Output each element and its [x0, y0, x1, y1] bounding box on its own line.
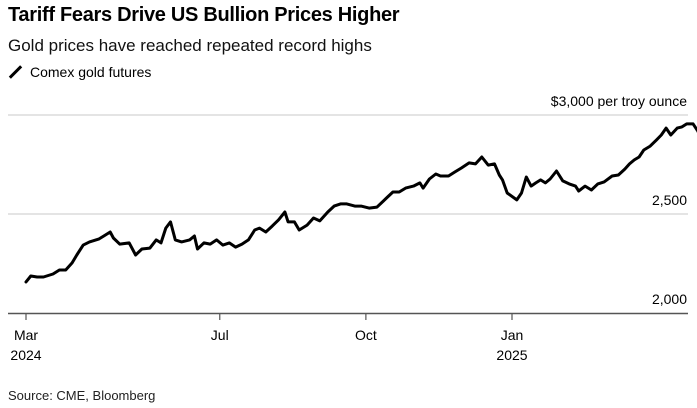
legend-label: Comex gold futures — [30, 64, 152, 80]
x-tick-label: Jul — [211, 327, 229, 343]
source-note: Source: CME, Bloomberg — [8, 388, 156, 403]
y-tick-label: $3,000 per troy ounce — [551, 93, 687, 109]
x-tick-label: Jan — [501, 327, 524, 343]
x-tick-year-label: 2024 — [10, 347, 41, 363]
x-tick-year-label: 2025 — [496, 347, 527, 363]
chart-title: Tariff Fears Drive US Bullion Prices Hig… — [8, 4, 400, 26]
chart-subtitle: Gold prices have reached repeated record… — [8, 36, 372, 55]
legend: Comex gold futures — [8, 64, 151, 80]
y-tick-label: 2,000 — [652, 291, 687, 307]
x-tick-label: Mar — [14, 327, 38, 343]
series-line-comex-gold-futures — [24, 122, 697, 284]
x-tick-label: Oct — [355, 327, 377, 343]
y-tick-label: 2,500 — [652, 192, 687, 208]
